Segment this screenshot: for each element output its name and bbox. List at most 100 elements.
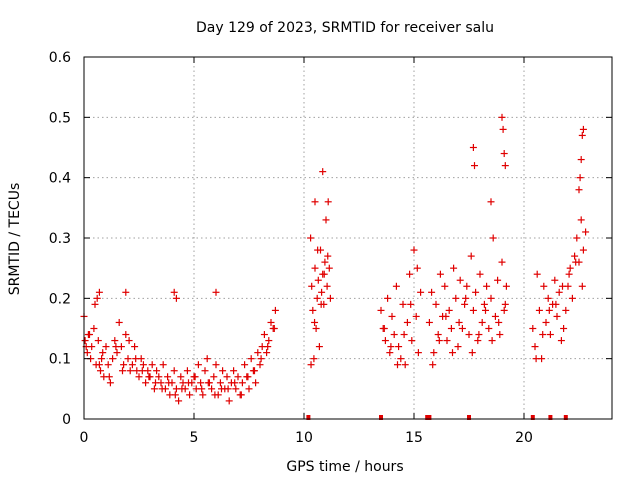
- data-point: [204, 379, 212, 387]
- gap-marker: [379, 415, 383, 420]
- data-point: [565, 270, 573, 278]
- data-point: [432, 300, 440, 308]
- data-point: [560, 325, 568, 332]
- data-point: [270, 325, 278, 332]
- data-point: [562, 306, 570, 314]
- data-point: [500, 150, 508, 158]
- data-point: [325, 264, 333, 272]
- x-tick-label: 5: [190, 430, 199, 446]
- data-point: [557, 337, 565, 345]
- data-point: [212, 361, 220, 369]
- data-point: [153, 367, 161, 375]
- data-point: [502, 282, 510, 290]
- data-point: [441, 282, 449, 290]
- data-point: [387, 343, 395, 351]
- data-point: [170, 367, 178, 375]
- gap-marker: [425, 415, 430, 420]
- data-point: [394, 361, 401, 369]
- data-point: [186, 391, 194, 399]
- data-point: [322, 216, 330, 224]
- data-point: [113, 349, 121, 357]
- gap-marker: [563, 415, 568, 420]
- data-point: [442, 312, 450, 320]
- data-point: [91, 300, 99, 308]
- data-point: [489, 234, 497, 242]
- data-point: [158, 385, 166, 393]
- data-point: [135, 373, 143, 381]
- data-point: [388, 312, 396, 320]
- data-point: [458, 325, 466, 332]
- data-point: [397, 355, 405, 363]
- gap-marker: [306, 415, 311, 420]
- gap-markers: [306, 415, 568, 420]
- data-point: [417, 288, 425, 296]
- data-point: [436, 270, 444, 278]
- data-point: [455, 318, 463, 326]
- data-point: [399, 300, 407, 308]
- data-point: [320, 270, 328, 278]
- data-point: [260, 331, 268, 339]
- data-point: [120, 361, 128, 369]
- chart-title: Day 129 of 2023, SRMTID for receiver sal…: [196, 20, 494, 36]
- data-point: [307, 361, 315, 369]
- data-point: [555, 288, 563, 296]
- data-point: [94, 337, 102, 345]
- data-point: [465, 331, 473, 339]
- data-point: [434, 331, 442, 339]
- data-point: [482, 306, 489, 314]
- data-point: [572, 258, 580, 266]
- data-point: [392, 282, 400, 290]
- data-point: [210, 373, 218, 381]
- data-point: [463, 282, 471, 290]
- data-point: [545, 306, 553, 314]
- data-point: [104, 361, 112, 369]
- data-point: [551, 276, 559, 284]
- data-point: [447, 325, 455, 332]
- data-point: [408, 337, 416, 345]
- data-point: [377, 306, 385, 314]
- data-point: [495, 318, 503, 326]
- data-point: [225, 397, 233, 405]
- data-point: [171, 391, 179, 399]
- data-point: [498, 258, 506, 266]
- data-point: [544, 294, 552, 302]
- data-point: [119, 367, 126, 375]
- data-point: [468, 349, 476, 357]
- data-point: [265, 337, 273, 345]
- data-point: [311, 318, 319, 326]
- data-point: [126, 367, 134, 375]
- gap-marker: [530, 415, 535, 420]
- data-point: [208, 385, 216, 393]
- y-tick-label: 0.1: [49, 352, 71, 368]
- data-point: [428, 288, 436, 296]
- data-point: [577, 216, 585, 224]
- data-point: [323, 282, 331, 290]
- data-point: [172, 294, 180, 302]
- data-point: [102, 343, 110, 351]
- data-point: [314, 246, 322, 254]
- data-point: [324, 252, 332, 260]
- data-point: [478, 318, 486, 326]
- data-point: [257, 355, 265, 363]
- data-point: [230, 367, 238, 375]
- data-point: [254, 349, 262, 357]
- data-point: [212, 288, 220, 296]
- data-point: [122, 288, 130, 296]
- data-point: [406, 270, 414, 278]
- gap-marker: [467, 415, 471, 420]
- data-point: [576, 174, 584, 182]
- data-point: [501, 162, 509, 170]
- data-point: [529, 325, 537, 332]
- data-point: [579, 125, 587, 133]
- data-point: [191, 373, 199, 381]
- data-point: [395, 343, 403, 351]
- data-point: [531, 343, 539, 351]
- data-point: [566, 264, 574, 272]
- data-point: [410, 246, 418, 254]
- data-point: [582, 228, 590, 236]
- data-point: [485, 325, 493, 332]
- data-point: [99, 349, 107, 357]
- data-point: [494, 276, 502, 284]
- data-point: [203, 355, 211, 363]
